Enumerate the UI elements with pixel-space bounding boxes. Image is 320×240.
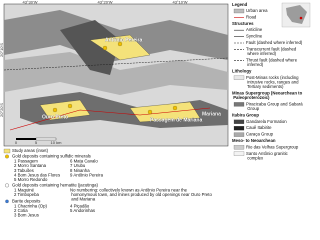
figure: 43°30'W 43°20'W 43°10'W 20°10'S 20°20'S Antôn… — [0, 0, 311, 218]
legend-item: 7 Urubu — [70, 163, 86, 168]
legend-item: 6 Mata Cavalo — [70, 159, 98, 164]
longitude-label: 43°20'W — [97, 0, 112, 5]
legend-item: Thrust fault (dashed where inferred) — [246, 58, 298, 68]
scale-label: 10 km — [51, 140, 63, 145]
longitude-label: 43°10'W — [172, 0, 187, 5]
map — [3, 2, 311, 147]
legend-item: Transcurrent fault (dashed where inferre… — [246, 47, 297, 57]
legend-heading: Itabira Group — [232, 113, 259, 118]
legend-item: 5 Morro Redondo — [14, 177, 48, 182]
legend-item: Syncline — [246, 34, 263, 39]
latitude-label: 20°10'S — [0, 43, 4, 57]
legend-item: Post-Minas rocks (including intrusive ro… — [246, 75, 299, 89]
legend-item: Study areas (inset) — [12, 148, 49, 153]
latitude-label: 20°20'S — [0, 103, 4, 117]
legend-item: Road — [246, 15, 257, 20]
legend-item: 3 Tabuões — [14, 168, 34, 173]
legend-item: Anticline — [246, 27, 263, 32]
deposit-symbol — [5, 199, 9, 204]
study-swatch — [3, 148, 11, 154]
legend-title: Legend — [232, 2, 248, 7]
legend-swatch — [233, 75, 245, 80]
place-label: Passagem de Mariana — [150, 117, 202, 123]
legend-item: Cauê Itabirite — [246, 125, 272, 130]
legend-item: 2 Cotia — [14, 208, 28, 213]
legend-heading: Meso- to Neoarchean — [232, 138, 276, 143]
legend-swatch — [233, 132, 245, 137]
legend-item: 5 Andorinhas — [70, 208, 95, 213]
legend-heading: Minas Supergroup (Neoarchean to Paleopro… — [232, 91, 303, 101]
legend-item: 1 Chacrinha (Op) — [14, 204, 48, 209]
legend-swatch — [233, 119, 245, 124]
legend-item: Rio das Velhas Supergroup — [246, 145, 299, 150]
deposit-symbol — [5, 154, 9, 159]
legend-item: Santo Antônio granitic complex — [246, 151, 289, 161]
legend-item: 2 Timbopeba — [14, 192, 39, 197]
legend-note: No numbering: collectively known as Antô… — [70, 188, 212, 202]
legend-heading: Barite deposits — [12, 199, 40, 204]
legend-item: 4 Bom Jesus das Flores — [14, 172, 60, 177]
legend-heading: Gold deposits containing hematite (jacut… — [12, 183, 99, 188]
legend-item: Gandarela Formation — [246, 119, 287, 124]
legend-item: 2 Morro Santana — [14, 163, 47, 168]
scale-label: 0 — [15, 140, 18, 145]
place-label: Ouro Preto — [42, 114, 68, 120]
legend-item: Urban area — [246, 8, 268, 13]
scale-label: 5 — [35, 140, 38, 145]
legend-heading: Gold deposits containing sulfidic minera… — [12, 154, 91, 159]
deposit-symbol — [5, 183, 9, 188]
legend-swatch — [233, 8, 245, 14]
legend-swatch — [233, 126, 245, 131]
legend-swatch — [233, 151, 245, 156]
legend-item: 8 Ninanha — [70, 168, 90, 173]
place-label: Antônio Pereira — [105, 37, 142, 43]
legend-item: 1 Passagem — [14, 159, 38, 164]
legend-item: Fault (dashed where inferred) — [246, 40, 303, 45]
legend-swatch — [233, 102, 245, 107]
legend-item: 1 Maquiné — [14, 188, 35, 193]
legend-item: 4 Piçadão — [70, 204, 90, 209]
place-label: Mariana — [202, 111, 221, 117]
legend-item: 9 Antônio Pereira — [70, 172, 104, 177]
legend-item: Caraça Group — [246, 132, 274, 137]
legend-item: 3 Bom Jesus — [14, 213, 39, 218]
legend-heading: Structures — [232, 21, 254, 26]
legend-swatch — [233, 145, 245, 150]
longitude-label: 43°30'W — [22, 0, 37, 5]
legend-heading: Lithology — [232, 69, 252, 74]
legend-item: Piracicaba Group and Sabará Group — [246, 102, 303, 112]
